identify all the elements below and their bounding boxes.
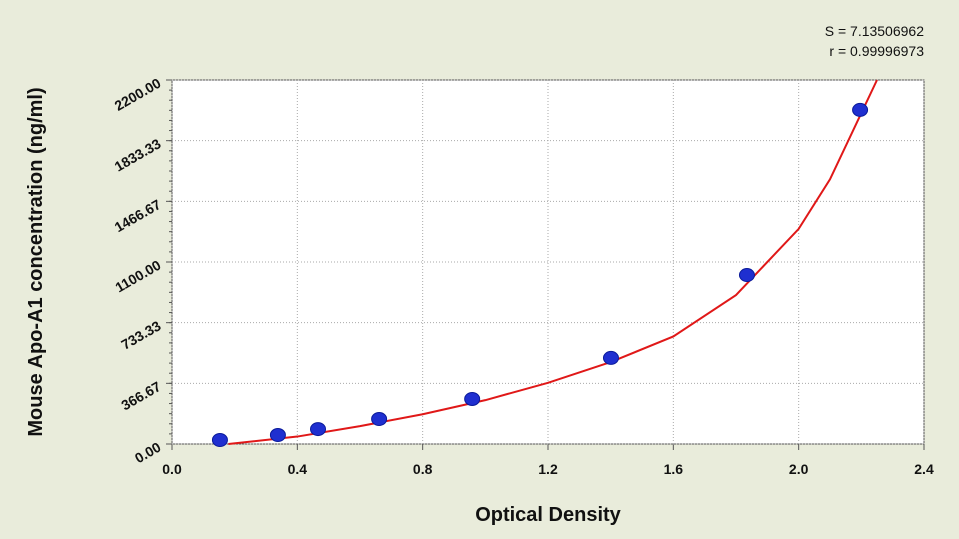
data-point (852, 102, 869, 117)
x-axis-label: Optical Density (475, 504, 621, 526)
data-point (464, 391, 481, 406)
x-tick-label: 2.0 (789, 461, 809, 477)
x-tick-label: 0.8 (413, 461, 433, 477)
y-axis-label: Mouse Apo-A1 concentration (ng/ml) (25, 87, 47, 436)
data-point (310, 422, 327, 437)
x-tick-label: 0.0 (162, 461, 182, 477)
y-tick-label: 0.00 (132, 439, 164, 467)
y-tick-label: 733.33 (118, 317, 163, 352)
annotation: r = 0.99996973 (829, 43, 924, 59)
y-tick-label: 2200.00 (112, 75, 164, 114)
y-tick-label: 1466.67 (112, 196, 164, 235)
y-tick-label: 366.67 (118, 378, 163, 413)
data-point (211, 433, 228, 447)
x-tick-label: 1.2 (538, 461, 558, 477)
x-tick-label: 1.6 (664, 461, 684, 477)
data-point (602, 350, 619, 365)
x-tick-label: 2.4 (914, 461, 934, 477)
y-tick-label: 1833.33 (112, 135, 164, 174)
data-point (371, 411, 388, 426)
data-point (738, 268, 755, 283)
y-tick-label: 1100.00 (112, 257, 163, 296)
data-point (269, 428, 286, 443)
annotation: S = 7.13506962 (825, 23, 924, 39)
x-tick-label: 0.4 (288, 461, 308, 477)
